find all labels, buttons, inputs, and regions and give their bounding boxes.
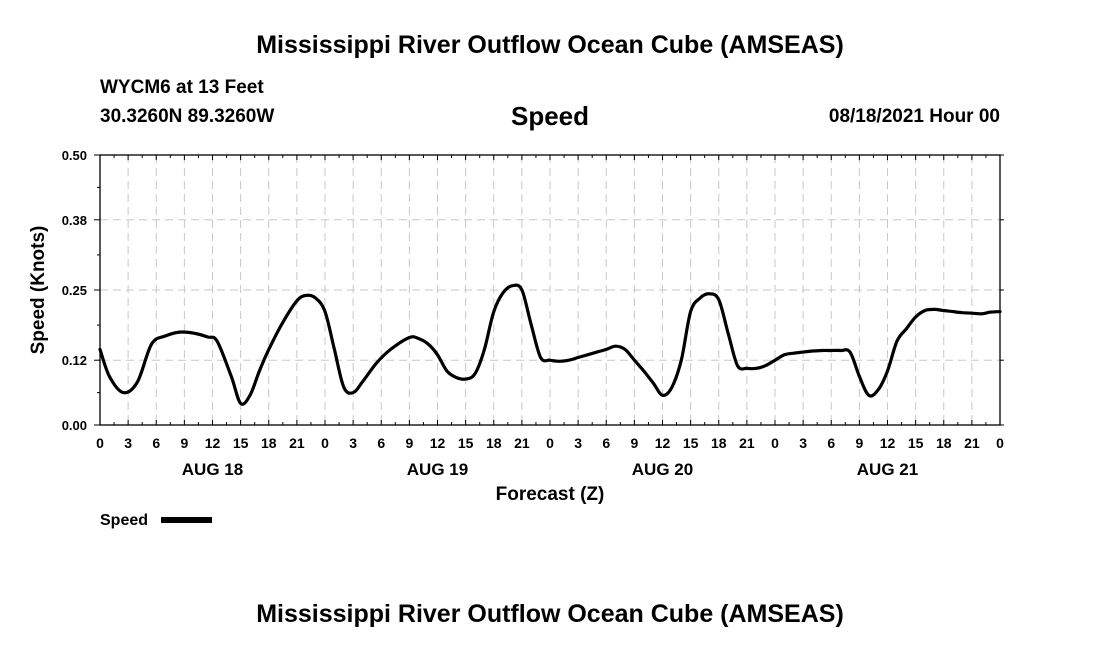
- x-tick-label: 3: [124, 435, 132, 451]
- x-tick-label: 3: [574, 435, 582, 451]
- chart-title-bottom: Mississippi River Outflow Ocean Cube (AM…: [256, 600, 844, 628]
- x-tick-label: 15: [683, 435, 699, 451]
- day-label: AUG 20: [632, 460, 693, 479]
- axes: [94, 154, 1004, 426]
- forecast-date-label: 08/18/2021 Hour 00: [828, 106, 1000, 127]
- x-tick-label: 21: [289, 435, 305, 451]
- x-tick-label: 18: [711, 435, 727, 451]
- x-tick-label: 3: [799, 435, 807, 451]
- y-tick-label: 0.12: [62, 353, 87, 368]
- x-tick-label: 0: [996, 435, 1004, 451]
- y-axis-title: Speed (Knots): [28, 226, 49, 355]
- x-tick-label: 12: [655, 435, 671, 451]
- x-tick-label: 6: [377, 435, 385, 451]
- x-tick-label: 15: [458, 435, 474, 451]
- y-tick-label: 0.50: [62, 148, 87, 163]
- x-tick-label: 6: [152, 435, 160, 451]
- coordinates-label: 30.3260N 89.3260W: [100, 106, 275, 127]
- x-tick-label: 18: [936, 435, 952, 451]
- x-tick-label: 18: [486, 435, 502, 451]
- x-tick-label: 9: [405, 435, 413, 451]
- x-axis-title: Forecast (Z): [496, 484, 605, 505]
- axis-labels: 0 3 6 9 12 15 18 21 0 3 6 9 12 15 18 21 0 3 6 9 12 15 18 21 0 3 6 9…: [28, 148, 1004, 505]
- y-tick-label: 0.38: [62, 213, 87, 228]
- day-label: AUG 18: [182, 460, 243, 479]
- x-tick-label: 15: [233, 435, 249, 451]
- x-tick-label: 0: [546, 435, 554, 451]
- x-tick-label: 12: [205, 435, 221, 451]
- chart-title-top: Mississippi River Outflow Ocean Cube (AM…: [256, 31, 844, 59]
- station-label: WYCM6 at 13 Feet: [100, 77, 264, 98]
- chart-subtitle: Speed: [510, 101, 590, 131]
- legend-label: Speed: [100, 512, 148, 529]
- y-tick-label: 0.25: [62, 283, 87, 298]
- x-tick-label: 0: [321, 435, 329, 451]
- y-tick-label: 0.00: [62, 418, 87, 433]
- x-tick-label: 9: [630, 435, 638, 451]
- day-label: AUG 21: [857, 460, 918, 479]
- x-tick-label: 21: [739, 435, 755, 451]
- x-tick-label: 0: [771, 435, 779, 451]
- series-layer: [98, 283, 1002, 406]
- x-tick-label: 18: [261, 435, 277, 451]
- x-tick-label: 9: [855, 435, 863, 451]
- x-tick-label: 21: [964, 435, 980, 451]
- x-tick-label: 9: [180, 435, 188, 451]
- day-label: AUG 19: [407, 460, 468, 479]
- x-tick-label: 0: [96, 435, 104, 451]
- x-tick-label: 21: [514, 435, 530, 451]
- x-tick-label: 15: [908, 435, 924, 451]
- x-tick-label: 6: [827, 435, 835, 451]
- x-tick-label: 12: [880, 435, 896, 451]
- legend: Speed: [100, 512, 212, 529]
- series-line-speed: [98, 283, 1002, 406]
- x-tick-label: 12: [430, 435, 446, 451]
- x-tick-label: 3: [349, 435, 357, 451]
- x-tick-label: 6: [602, 435, 610, 451]
